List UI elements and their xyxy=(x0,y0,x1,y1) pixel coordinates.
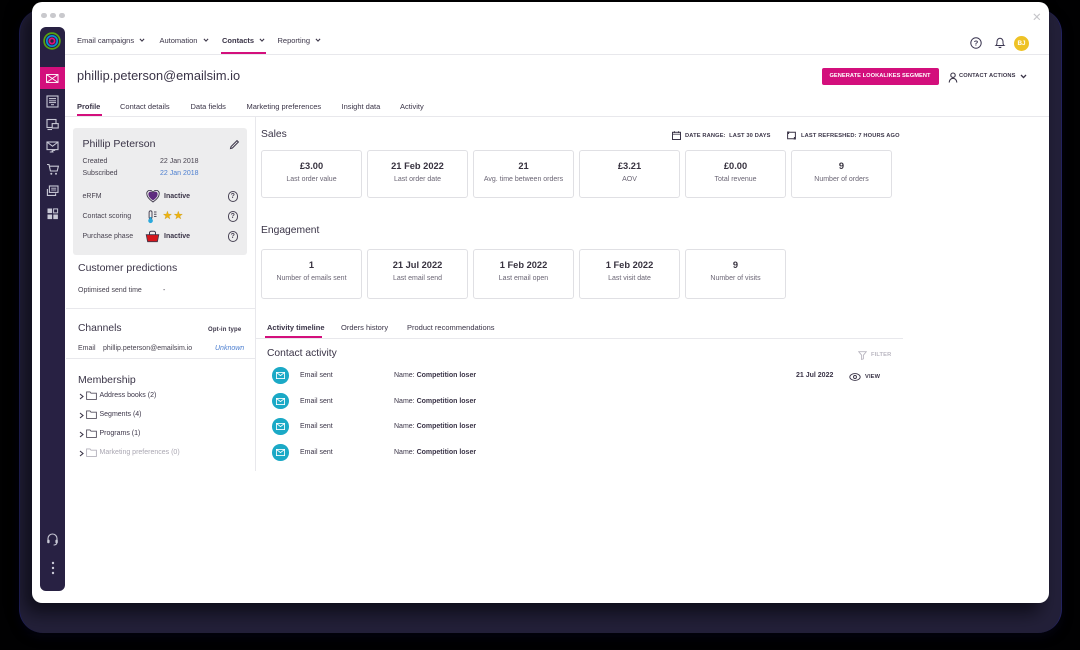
svg-text:?: ? xyxy=(974,38,979,47)
